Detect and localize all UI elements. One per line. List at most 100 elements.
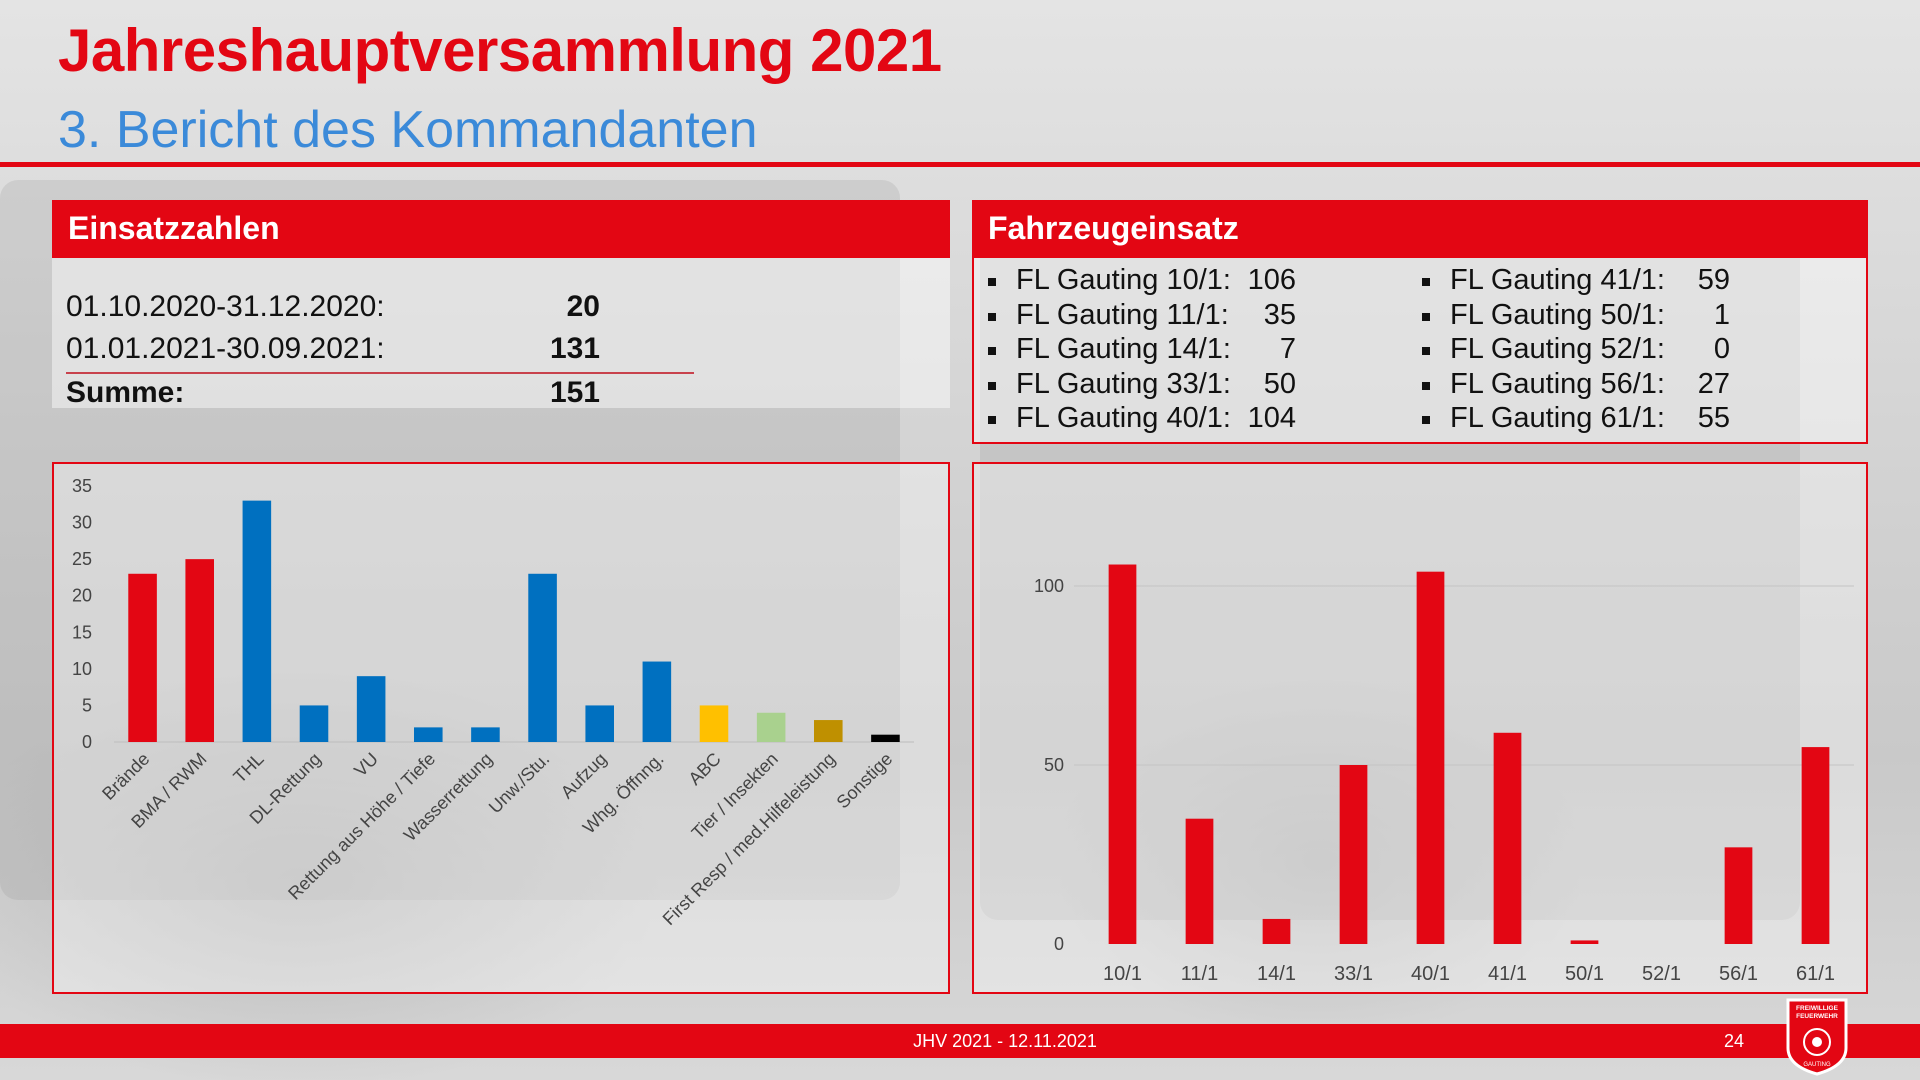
bullet-icon: [1422, 381, 1430, 390]
y-tick-label: 35: [72, 476, 92, 496]
vehicle-value: 106: [1247, 264, 1296, 296]
sum-value: 151: [549, 376, 600, 409]
bar: [756, 712, 786, 742]
bar: [356, 676, 386, 742]
y-tick-label: 20: [72, 586, 92, 606]
bullet-icon: [988, 312, 996, 321]
sum-label: Summe:: [66, 376, 185, 409]
bar: [1339, 765, 1368, 944]
bar: [528, 573, 557, 742]
stat-value: 131: [549, 332, 600, 365]
stat-label: 01.10.2020-31.12.2020:: [66, 290, 385, 323]
bullet-icon: [1422, 312, 1430, 321]
y-tick-label: 50: [1044, 755, 1064, 775]
vehicle-label: FL Gauting 61/1:: [1450, 402, 1665, 434]
bullet-icon: [1422, 347, 1430, 355]
bullet-icon: [988, 381, 996, 390]
vehicle-list-right: FL Gauting 41/1: 59 FL Gauting 50/1: 1 FL …: [1408, 264, 1748, 437]
vehicle-value: 7: [1279, 333, 1296, 365]
bar: [128, 573, 157, 742]
fahrzeugeinsatz-box: FL Gauting 10/1: 106 FL Gauting 11/1: 35 F…: [972, 256, 1868, 444]
page-number: 24: [1724, 1031, 1745, 1051]
svg-text:GAUTING: GAUTING: [1803, 1062, 1831, 1068]
sum-row: Summe: 151: [66, 376, 694, 416]
x-tick-label: THL: [229, 749, 267, 787]
vehicle-label: FL Gauting 41/1:: [1450, 264, 1665, 296]
x-tick-label: 41/1: [1488, 963, 1527, 985]
y-tick-label: 0: [82, 732, 92, 752]
x-tick-label: Unw./Stu.: [485, 749, 554, 818]
y-tick-label: 15: [72, 622, 92, 642]
y-tick-label: 5: [82, 695, 92, 715]
vehicle-item: FL Gauting 56/1: 27: [1408, 368, 1748, 403]
vehicle-item: FL Gauting 11/1: 35: [974, 299, 1314, 334]
stat-label: 01.01.2021-30.09.2021:: [66, 332, 385, 365]
bar: [1493, 732, 1522, 944]
stat-value: 20: [566, 290, 600, 323]
bar: [871, 734, 900, 742]
bar: [1570, 940, 1599, 944]
y-tick-label: 100: [1034, 576, 1064, 596]
fire-brigade-logo: FREIWILLIGE FEUERWEHR GAUTING: [1786, 998, 1848, 1076]
vehicle-label: FL Gauting 33/1:: [1016, 367, 1231, 400]
bar: [1724, 847, 1753, 944]
y-tick-label: 25: [72, 549, 92, 569]
einsatzzahlen-box: 01.10.2020-31.12.2020: 20 01.01.2021-30.…: [52, 258, 950, 409]
bullet-icon: [988, 278, 996, 286]
vehicle-label: FL Gauting 11/1:: [1016, 298, 1229, 331]
x-tick-label: Aufzug: [557, 749, 611, 803]
x-tick-label: 11/1: [1181, 963, 1218, 985]
bar: [299, 705, 329, 742]
x-tick-label: 14/1: [1257, 963, 1296, 985]
y-tick-label: 10: [72, 659, 92, 679]
vehicle-item: FL Gauting 41/1: 59: [1408, 264, 1748, 299]
vehicle-label: FL Gauting 10/1:: [1016, 264, 1231, 296]
vehicle-item: FL Gauting 10/1: 106: [974, 264, 1314, 299]
vehicle-value: 35: [1263, 298, 1296, 331]
einsatz-chart-frame: 0 5 10 15 20 25 30 35 Brände BMA / RWM THL DL-Rettu…: [52, 462, 950, 994]
bar: [814, 720, 843, 742]
vehicle-list-left: FL Gauting 10/1: 106 FL Gauting 11/1: 35 F…: [974, 264, 1314, 437]
vehicle-value: 1: [1713, 298, 1730, 331]
bar: [699, 705, 729, 742]
vehicle-label: FL Gauting 50/1:: [1450, 298, 1665, 331]
vehicle-value: 59: [1697, 264, 1730, 296]
vehicle-item: FL Gauting 33/1: 50: [974, 368, 1314, 403]
vehicle-value: 50: [1263, 367, 1296, 400]
x-tick-label: Brände: [98, 749, 153, 804]
vehicle-item: FL Gauting 52/1: 0: [1408, 333, 1748, 368]
bar: [1108, 564, 1137, 944]
bar: [1416, 571, 1445, 944]
bullet-icon: [1422, 278, 1430, 286]
bullet-icon: [988, 347, 996, 355]
fahrzeug-bar-chart: 0 50 100 10/1 11/1 14/1 33/1 40/1 41/1 50/1 52/1 56…: [1034, 564, 1854, 985]
vehicle-label: FL Gauting 56/1:: [1450, 367, 1665, 400]
x-tick-label: 61/1: [1796, 963, 1835, 985]
x-tick-label: ABC: [685, 749, 725, 789]
bar: [642, 661, 672, 742]
page-subtitle: 3. Bericht des Kommandanten: [58, 101, 758, 159]
footer-bar: JHV 2021 - 12.11.2021 24: [0, 1024, 1920, 1058]
bar: [1801, 747, 1830, 944]
bar: [1185, 818, 1214, 944]
vehicle-item: FL Gauting 50/1: 1: [1408, 299, 1748, 334]
bar: [185, 559, 214, 742]
stat-row: 01.01.2021-30.09.2021: 131: [66, 332, 694, 372]
vehicle-item: FL Gauting 61/1: 55: [1408, 402, 1748, 437]
vehicle-value: 27: [1697, 367, 1730, 400]
x-tick-label: 10/1: [1103, 963, 1142, 985]
x-tick-label: Sonstige: [833, 749, 897, 813]
x-tick-label: 33/1: [1334, 963, 1373, 985]
bar: [242, 500, 272, 742]
vehicle-label: FL Gauting 52/1:: [1450, 333, 1665, 365]
x-tick-label: VU: [350, 749, 382, 781]
footer-text: JHV 2021 - 12.11.2021: [913, 1031, 1097, 1051]
vehicle-label: FL Gauting 40/1:: [1016, 402, 1231, 434]
bar: [414, 727, 443, 742]
bar: [1262, 918, 1291, 944]
vehicle-label: FL Gauting 14/1:: [1016, 333, 1231, 365]
stat-row: 01.10.2020-31.12.2020: 20: [66, 290, 694, 330]
vehicle-item: FL Gauting 40/1: 104: [974, 402, 1314, 437]
